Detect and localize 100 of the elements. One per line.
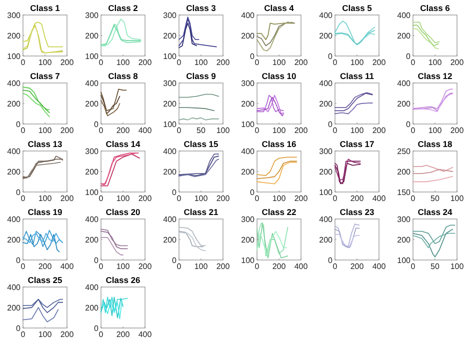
x-tick-label: 100 — [450, 262, 464, 271]
y-tick-label: 200 — [397, 100, 412, 108]
x-tick-label: 400 — [372, 194, 386, 203]
chart-title: Class 3 — [186, 3, 216, 13]
x-tick-label: 200 — [38, 262, 52, 271]
y-tick-label: 300 — [397, 215, 412, 224]
chart-title: Class 26 — [106, 275, 141, 285]
x-tick-label: 50 — [430, 194, 440, 203]
y-tick-label: 0 — [328, 120, 334, 129]
x-tick-label: 200 — [138, 262, 152, 271]
y-tick-label: 200 — [241, 32, 256, 40]
x-tick-label: 200 — [350, 262, 364, 271]
y-tick-label: 400 — [397, 79, 412, 88]
x-tick-label: 100 — [350, 126, 364, 135]
chart-title: Class 12 — [418, 71, 453, 81]
x-tick-label: 200 — [116, 330, 130, 339]
x-tick-label: 200 — [116, 126, 130, 135]
y-tick-label: 200 — [85, 168, 100, 176]
x-tick-label: 200 — [272, 262, 286, 271]
x-tick-label: 200 — [372, 58, 386, 67]
x-tick-label: 100 — [38, 126, 52, 135]
y-tick-label: 400 — [7, 215, 22, 224]
chart-title: Class 10 — [262, 71, 297, 81]
y-tick-label: 200 — [85, 304, 100, 312]
y-tick-label: 200 — [397, 168, 412, 176]
x-tick-label: 50 — [430, 262, 440, 271]
y-tick-label: 200 — [397, 32, 412, 40]
chart-title: Class 17 — [340, 139, 375, 149]
x-tick-label: 100 — [194, 262, 208, 271]
x-tick-label: 100 — [194, 194, 208, 203]
chart-title: Class 24 — [418, 207, 453, 217]
y-tick-label: 0 — [94, 256, 100, 265]
chart-title: Class 21 — [184, 207, 219, 217]
x-tick-label: 400 — [294, 262, 308, 271]
y-tick-label: 0 — [328, 256, 334, 265]
chart-title: Class 20 — [106, 207, 141, 217]
y-tick-label: 200 — [7, 236, 22, 244]
y-tick-label: 400 — [85, 79, 100, 88]
x-tick-label: 100 — [116, 58, 130, 67]
y-tick-label: 200 — [163, 168, 178, 176]
y-tick-label: 300 — [163, 11, 178, 20]
chart-title: Class 15 — [184, 139, 219, 149]
y-tick-label: 300 — [85, 11, 100, 20]
x-tick-label: 100 — [116, 194, 130, 203]
y-tick-label: 200 — [85, 100, 100, 108]
chart-title: Class 4 — [264, 3, 294, 13]
x-tick-label: 200 — [450, 58, 464, 67]
x-tick-label: 200 — [138, 194, 152, 203]
y-tick-label: 200 — [7, 304, 22, 312]
y-tick-label: 400 — [319, 11, 334, 20]
chart-title: Class 25 — [28, 275, 63, 285]
x-tick-label: 400 — [138, 330, 152, 339]
y-tick-label: 200 — [397, 236, 412, 244]
chart-title: Class 18 — [418, 139, 453, 149]
y-tick-label: 100 — [319, 188, 334, 197]
y-tick-label: 200 — [319, 32, 334, 40]
y-tick-label: 200 — [319, 168, 334, 176]
chart-title: Class 1 — [30, 3, 60, 13]
y-tick-label: 300 — [7, 11, 22, 20]
x-tick-label: 200 — [60, 126, 74, 135]
y-tick-label: 100 — [241, 256, 256, 265]
x-tick-label: 200 — [294, 58, 308, 67]
x-tick-label: 200 — [350, 194, 364, 203]
y-tick-label: 200 — [85, 32, 100, 40]
y-tick-label: 300 — [163, 79, 178, 88]
y-tick-label: 200 — [319, 236, 334, 244]
x-tick-label: 100 — [194, 58, 208, 67]
y-tick-label: 100 — [163, 120, 178, 129]
x-tick-label: 200 — [450, 126, 464, 135]
x-tick-label: 400 — [372, 262, 386, 271]
y-tick-label: 0 — [16, 324, 22, 333]
y-tick-label: 400 — [241, 147, 256, 156]
y-tick-label: 200 — [7, 168, 22, 176]
y-tick-label: 100 — [85, 188, 100, 197]
chart-title: Class 8 — [108, 71, 138, 81]
x-tick-label: 100 — [38, 330, 52, 339]
y-tick-label: 0 — [406, 52, 412, 61]
y-tick-label: 0 — [16, 188, 22, 197]
y-tick-label: 0 — [94, 324, 100, 333]
y-tick-label: 400 — [85, 283, 100, 292]
y-tick-label: 200 — [7, 100, 22, 108]
y-tick-label: 300 — [85, 147, 100, 156]
y-tick-label: 0 — [406, 120, 412, 129]
y-tick-label: 150 — [397, 188, 412, 197]
x-tick-label: 200 — [60, 194, 74, 203]
chart-title: Class 2 — [108, 3, 138, 13]
x-tick-label: 200 — [216, 194, 230, 203]
x-tick-label: 100 — [272, 126, 286, 135]
x-tick-label: 100 — [350, 58, 364, 67]
y-tick-label: 300 — [241, 79, 256, 88]
y-tick-label: 200 — [163, 32, 178, 40]
chart-title: Class 23 — [340, 207, 375, 217]
y-tick-label: 200 — [163, 100, 178, 108]
y-tick-label: 0 — [250, 188, 256, 197]
chart-title: Class 13 — [28, 139, 63, 149]
x-tick-label: 100 — [116, 262, 130, 271]
chart-title: Class 19 — [28, 207, 63, 217]
x-tick-label: 100 — [272, 58, 286, 67]
x-tick-label: 100 — [428, 58, 442, 67]
x-tick-label: 100 — [216, 126, 230, 135]
